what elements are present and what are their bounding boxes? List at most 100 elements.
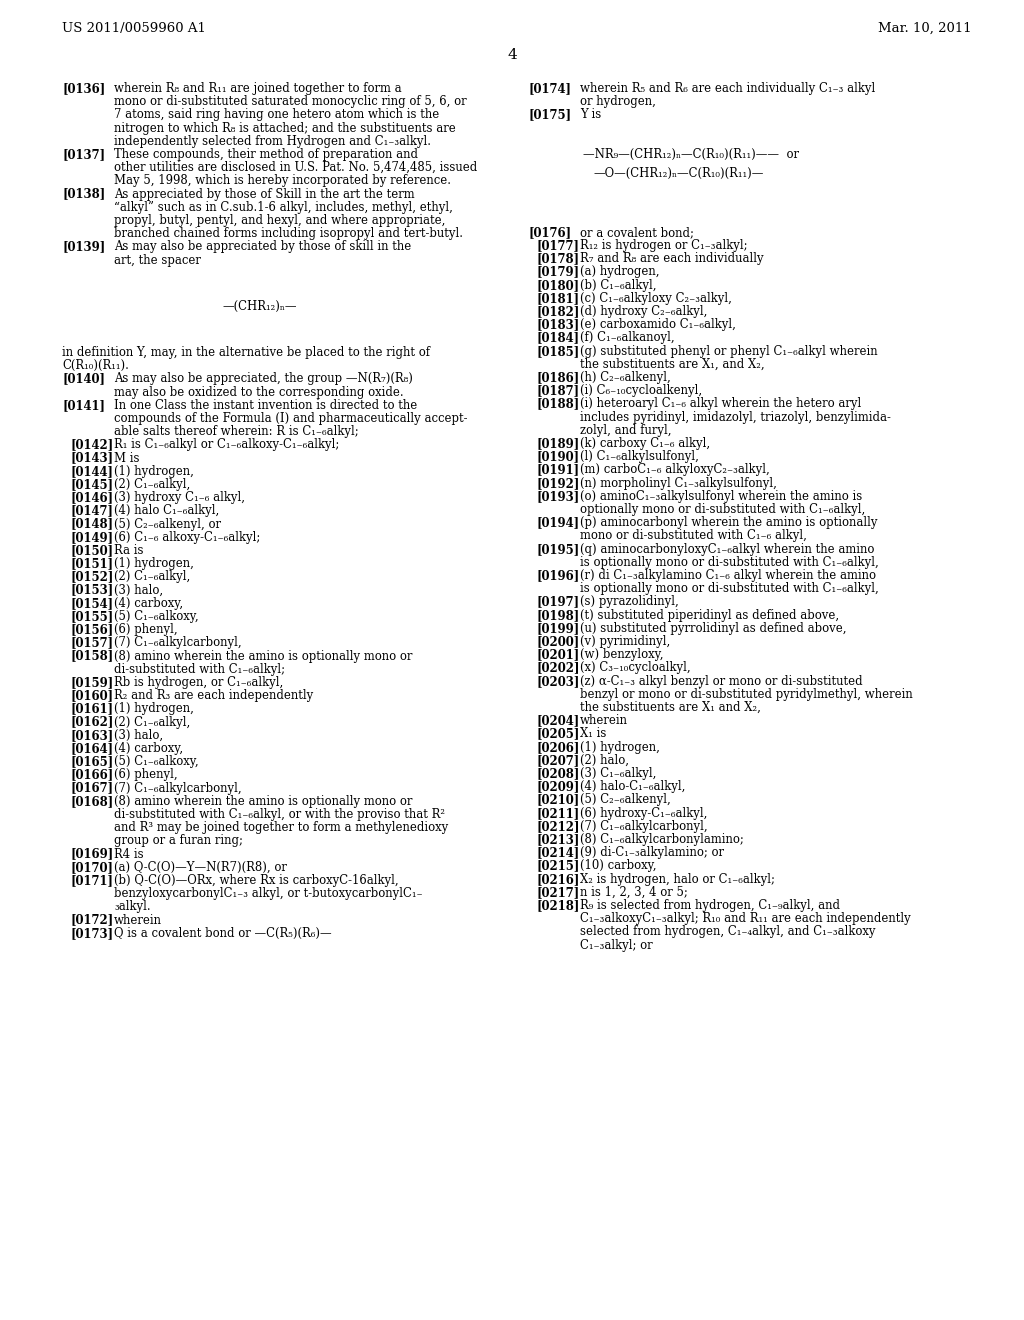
Text: benzyloxycarbonylC₁₋₃ alkyl, or t-butoxycarbonylC₁₋: benzyloxycarbonylC₁₋₃ alkyl, or t-butoxy… (114, 887, 423, 900)
Text: (m) carboC₁₋₆ alkyloxyC₂₋₃alkyl,: (m) carboC₁₋₆ alkyloxyC₂₋₃alkyl, (580, 463, 770, 477)
Text: (b) C₁₋₆alkyl,: (b) C₁₋₆alkyl, (580, 279, 656, 292)
Text: (n) morpholinyl C₁₋₃alkylsulfonyl,: (n) morpholinyl C₁₋₃alkylsulfonyl, (580, 477, 777, 490)
Text: (p) aminocarbonyl wherein the amino is optionally: (p) aminocarbonyl wherein the amino is o… (580, 516, 878, 529)
Text: [0218]: [0218] (536, 899, 580, 912)
Text: (o) aminoC₁₋₃alkylsulfonyl wherein the amino is: (o) aminoC₁₋₃alkylsulfonyl wherein the a… (580, 490, 862, 503)
Text: and R³ may be joined together to form a methylenedioxy: and R³ may be joined together to form a … (114, 821, 449, 834)
Text: (1) hydrogen,: (1) hydrogen, (114, 465, 194, 478)
Text: [0161]: [0161] (70, 702, 113, 715)
Text: [0207]: [0207] (536, 754, 580, 767)
Text: [0145]: [0145] (70, 478, 113, 491)
Text: M is: M is (114, 451, 139, 465)
Text: [0214]: [0214] (536, 846, 580, 859)
Text: [0175]: [0175] (528, 108, 571, 121)
Text: (a) hydrogen,: (a) hydrogen, (580, 265, 659, 279)
Text: (2) C₁₋₆alkyl,: (2) C₁₋₆alkyl, (114, 715, 190, 729)
Text: [0159]: [0159] (70, 676, 114, 689)
Text: [0167]: [0167] (70, 781, 113, 795)
Text: benzyl or mono or di-substituted pyridylmethyl, wherein: benzyl or mono or di-substituted pyridyl… (580, 688, 912, 701)
Text: [0160]: [0160] (70, 689, 113, 702)
Text: branched chained forms including isopropyl and tert-butyl.: branched chained forms including isoprop… (114, 227, 463, 240)
Text: (t) substituted piperidinyl as defined above,: (t) substituted piperidinyl as defined a… (580, 609, 839, 622)
Text: [0163]: [0163] (70, 729, 114, 742)
Text: the substituents are X₁ and X₂,: the substituents are X₁ and X₂, (580, 701, 761, 714)
Text: (g) substituted phenyl or phenyl C₁₋₆alkyl wherein: (g) substituted phenyl or phenyl C₁₋₆alk… (580, 345, 878, 358)
Text: C₁₋₃alkoxyC₁₋₃alkyl; R₁₀ and R₁₁ are each independently: C₁₋₃alkoxyC₁₋₃alkyl; R₁₀ and R₁₁ are eac… (580, 912, 910, 925)
Text: (k) carboxy C₁₋₆ alkyl,: (k) carboxy C₁₋₆ alkyl, (580, 437, 710, 450)
Text: X₂ is hydrogen, halo or C₁₋₆alkyl;: X₂ is hydrogen, halo or C₁₋₆alkyl; (580, 873, 775, 886)
Text: [0186]: [0186] (536, 371, 580, 384)
Text: wherein: wherein (114, 913, 162, 927)
Text: Mar. 10, 2011: Mar. 10, 2011 (879, 22, 972, 36)
Text: propyl, butyl, pentyl, and hexyl, and where appropriate,: propyl, butyl, pentyl, and hexyl, and wh… (114, 214, 445, 227)
Text: includes pyridinyl, imidazolyl, triazolyl, benzylimida-: includes pyridinyl, imidazolyl, triazoly… (580, 411, 891, 424)
Text: may also be oxidized to the corresponding oxide.: may also be oxidized to the correspondin… (114, 385, 403, 399)
Text: (z) α-C₁₋₃ alkyl benzyl or mono or di-substituted: (z) α-C₁₋₃ alkyl benzyl or mono or di-su… (580, 675, 862, 688)
Text: (5) C₂₋₆alkenyl, or: (5) C₂₋₆alkenyl, or (114, 517, 221, 531)
Text: [0144]: [0144] (70, 465, 113, 478)
Text: wherein: wherein (580, 714, 628, 727)
Text: [0165]: [0165] (70, 755, 114, 768)
Text: (r) di C₁₋₃alkylamino C₁₋₆ alkyl wherein the amino: (r) di C₁₋₃alkylamino C₁₋₆ alkyl wherein… (580, 569, 876, 582)
Text: [0172]: [0172] (70, 913, 114, 927)
Text: [0187]: [0187] (536, 384, 580, 397)
Text: (l) C₁₋₆alkylsulfonyl,: (l) C₁₋₆alkylsulfonyl, (580, 450, 698, 463)
Text: (2) C₁₋₆alkyl,: (2) C₁₋₆alkyl, (114, 478, 190, 491)
Text: in definition Y, may, in the alternative be placed to the right of: in definition Y, may, in the alternative… (62, 346, 430, 359)
Text: Ra is: Ra is (114, 544, 143, 557)
Text: (4) halo-C₁₋₆alkyl,: (4) halo-C₁₋₆alkyl, (580, 780, 685, 793)
Text: (b) Q-C(O)—ORx, where Rx is carboxyC-16alkyl,: (b) Q-C(O)—ORx, where Rx is carboxyC-16a… (114, 874, 398, 887)
Text: group or a furan ring;: group or a furan ring; (114, 834, 243, 847)
Text: or hydrogen,: or hydrogen, (580, 95, 656, 108)
Text: [0203]: [0203] (536, 675, 580, 688)
Text: [0217]: [0217] (536, 886, 580, 899)
Text: Y is: Y is (580, 108, 601, 121)
Text: [0149]: [0149] (70, 531, 113, 544)
Text: 4: 4 (507, 48, 517, 62)
Text: (f) C₁₋₆alkanoyl,: (f) C₁₋₆alkanoyl, (580, 331, 675, 345)
Text: (5) C₁₋₆alkoxy,: (5) C₁₋₆alkoxy, (114, 755, 199, 768)
Text: [0188]: [0188] (536, 397, 580, 411)
Text: independently selected from Hydrogen and C₁₋₃alkyl.: independently selected from Hydrogen and… (114, 135, 431, 148)
Text: R₁ is C₁₋₆alkyl or C₁₋₆alkoxy-C₁₋₆alkyl;: R₁ is C₁₋₆alkyl or C₁₋₆alkoxy-C₁₋₆alkyl; (114, 438, 339, 451)
Text: R₂ and R₃ are each independently: R₂ and R₃ are each independently (114, 689, 313, 702)
Text: [0194]: [0194] (536, 516, 580, 529)
Text: As may also be appreciated by those of skill in the: As may also be appreciated by those of s… (114, 240, 412, 253)
Text: (5) C₂₋₆alkenyl,: (5) C₂₋₆alkenyl, (580, 793, 671, 807)
Text: [0162]: [0162] (70, 715, 114, 729)
Text: C₁₋₃alkyl; or: C₁₋₃alkyl; or (580, 939, 652, 952)
Text: R₁₂ is hydrogen or C₁₋₃alkyl;: R₁₂ is hydrogen or C₁₋₃alkyl; (580, 239, 748, 252)
Text: 7 atoms, said ring having one hetero atom which is the: 7 atoms, said ring having one hetero ato… (114, 108, 439, 121)
Text: (6) phenyl,: (6) phenyl, (114, 623, 177, 636)
Text: [0173]: [0173] (70, 927, 113, 940)
Text: —NR₉—(CHR₁₂)ₙ—C(R₁₀)(R₁₁)——  or: —NR₉—(CHR₁₂)ₙ—C(R₁₀)(R₁₁)—— or (583, 148, 799, 161)
Text: [0213]: [0213] (536, 833, 580, 846)
Text: [0148]: [0148] (70, 517, 113, 531)
Text: (3) C₁₋₆alkyl,: (3) C₁₋₆alkyl, (580, 767, 656, 780)
Text: —(CHR₁₂)ₙ—: —(CHR₁₂)ₙ— (222, 300, 297, 313)
Text: [0193]: [0193] (536, 490, 580, 503)
Text: optionally mono or di-substituted with C₁₋₆alkyl,: optionally mono or di-substituted with C… (580, 503, 865, 516)
Text: —O—(CHR₁₂)ₙ—C(R₁₀)(R₁₁)—: —O—(CHR₁₂)ₙ—C(R₁₀)(R₁₁)— (593, 166, 763, 180)
Text: [0178]: [0178] (536, 252, 580, 265)
Text: As may also be appreciated, the group —N(R₇)(R₈): As may also be appreciated, the group —N… (114, 372, 413, 385)
Text: [0138]: [0138] (62, 187, 105, 201)
Text: [0208]: [0208] (536, 767, 580, 780)
Text: (8) amino wherein the amino is optionally mono or: (8) amino wherein the amino is optionall… (114, 649, 413, 663)
Text: mono or di-substituted saturated monocyclic ring of 5, 6, or: mono or di-substituted saturated monocyc… (114, 95, 467, 108)
Text: [0166]: [0166] (70, 768, 114, 781)
Text: [0152]: [0152] (70, 570, 114, 583)
Text: [0139]: [0139] (62, 240, 105, 253)
Text: X₁ is: X₁ is (580, 727, 606, 741)
Text: Rb is hydrogen, or C₁₋₆alkyl,: Rb is hydrogen, or C₁₋₆alkyl, (114, 676, 284, 689)
Text: [0192]: [0192] (536, 477, 580, 490)
Text: [0154]: [0154] (70, 597, 113, 610)
Text: [0206]: [0206] (536, 741, 580, 754)
Text: In one Class the instant invention is directed to the: In one Class the instant invention is di… (114, 399, 417, 412)
Text: [0198]: [0198] (536, 609, 580, 622)
Text: [0196]: [0196] (536, 569, 580, 582)
Text: (d) hydroxy C₂₋₆alkyl,: (d) hydroxy C₂₋₆alkyl, (580, 305, 708, 318)
Text: [0177]: [0177] (536, 239, 579, 252)
Text: (x) C₃₋₁₀cycloalkyl,: (x) C₃₋₁₀cycloalkyl, (580, 661, 690, 675)
Text: R₇ and R₈ are each individually: R₇ and R₈ are each individually (580, 252, 764, 265)
